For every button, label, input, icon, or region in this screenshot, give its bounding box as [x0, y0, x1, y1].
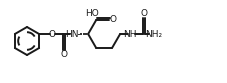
- Text: O: O: [109, 15, 116, 24]
- Text: NH: NH: [123, 29, 136, 39]
- Text: NH₂: NH₂: [145, 29, 162, 39]
- Text: O: O: [60, 50, 67, 59]
- Text: O: O: [48, 29, 55, 39]
- Text: HN: HN: [65, 29, 79, 39]
- Text: O: O: [140, 9, 147, 18]
- Text: HO: HO: [85, 9, 99, 18]
